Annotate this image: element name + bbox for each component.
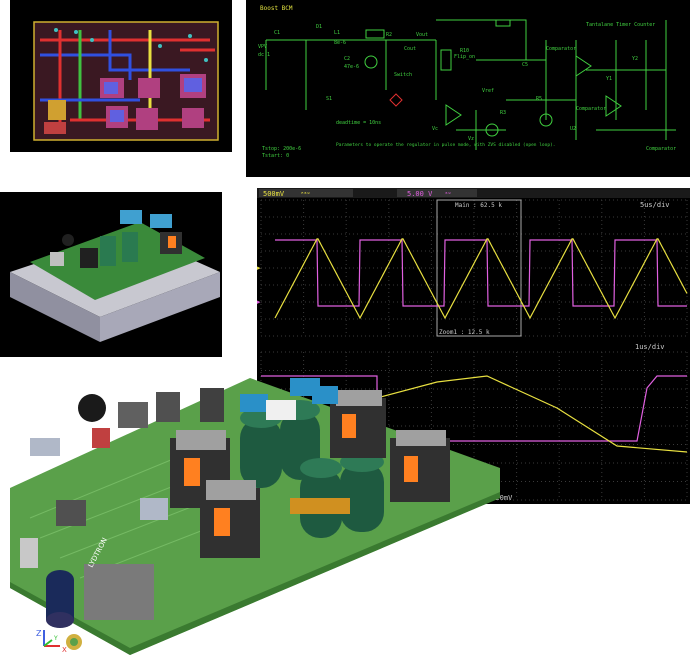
label-flip: Flip_on <box>454 54 475 60</box>
label-note: Parameters to operate the regulator in p… <box>336 142 555 148</box>
ch2-scale: 5.00 V <box>407 190 433 198</box>
label-comparator: Comparator <box>546 46 576 52</box>
label-d1: D1 <box>316 24 322 30</box>
axis-x-label: X <box>62 646 67 654</box>
pcb-3d-render-small-graphic <box>0 192 222 357</box>
ch2-suffix: ᴮᵂ <box>445 192 451 198</box>
pcb-3d-render-large-graphic: LYDTRON NEWPEW POWERGEN V3 LYDTRON Z X Y <box>10 378 500 655</box>
label-vz: Vz <box>468 136 474 142</box>
ch1-marker: ▸ <box>257 264 261 272</box>
ch1-scale: 500mV <box>263 190 285 198</box>
pcb-3d-render-large: LYDTRON NEWPEW POWERGEN V3 LYDTRON Z X Y <box>0 358 500 655</box>
schematic-title: Boost BCM <box>260 5 293 12</box>
label-dc1: dc 1 <box>258 52 270 58</box>
label-deadtime: deadtime = 10ns <box>336 120 381 126</box>
pcb-3d-render-small <box>0 192 222 357</box>
label-r10: R10 <box>460 48 469 54</box>
voltage-readout: 1820mV <box>487 494 513 502</box>
main-label: Main : 62.5 k <box>455 202 502 209</box>
label-r3: R3 <box>500 110 506 116</box>
label-comp2: Comparator <box>576 106 606 112</box>
timebase-bottom: 1us/div <box>635 343 665 351</box>
label-c2: C2 <box>344 56 350 62</box>
label-c5: C5 <box>522 62 528 68</box>
label-y1: Y1 <box>606 76 612 82</box>
label-timer: Tantalane Timer Counter <box>586 22 655 28</box>
label-vout: Vout <box>416 32 428 38</box>
ch2-marker: ▸ <box>257 298 261 306</box>
ch2-waveform-main <box>275 239 687 307</box>
label-cout: Cout <box>404 46 416 52</box>
ch1-waveform-main <box>274 238 688 320</box>
axis-triad-icon: Z X Y <box>36 629 67 654</box>
label-cc: U2 <box>570 126 576 132</box>
label-l1: L1 <box>334 30 340 36</box>
label-c1: C1 <box>274 30 280 36</box>
label-r5: R5 <box>536 96 542 102</box>
axis-z-label: Z <box>36 629 42 638</box>
axis-y-label: Y <box>53 635 58 642</box>
pcb-layout-graphic <box>10 0 232 152</box>
label-vpv: VPV <box>258 44 267 50</box>
label-vref: Vref <box>482 88 494 94</box>
zoom-window <box>436 199 522 337</box>
label-switch: Switch <box>394 72 412 78</box>
label-c2-value: 47e-6 <box>344 64 359 70</box>
label-tstop: Tstop: 200e-6 <box>262 146 301 152</box>
label-l1-value: 8e-6 <box>334 40 346 46</box>
label-vc: Vc <box>432 126 438 132</box>
ch1-suffix: ᴿᴮᵂ <box>301 192 310 198</box>
ch2-waveform-zoom <box>261 375 687 442</box>
capacitor-bank <box>240 400 384 538</box>
schematic-view: Boost BCM C1 VPV dc 1 L1 8e-6 D1 C2 47e-… <box>246 0 690 177</box>
label-ff: Comparator <box>646 146 676 152</box>
timebase-top: 5us/div <box>640 201 670 209</box>
zoom-label: Zoom1 : 12.5 k <box>439 329 490 336</box>
pcb-layout-view <box>10 0 232 152</box>
label-r2: R2 <box>386 32 392 38</box>
schematic-graphic: Boost BCM C1 VPV dc 1 L1 8e-6 D1 C2 47e-… <box>246 0 690 177</box>
label-y2: Y2 <box>632 56 638 62</box>
label-tstart: Tstart: 0 <box>262 153 289 159</box>
inductor-cores <box>170 390 450 558</box>
label-sw: S1 <box>326 96 332 102</box>
